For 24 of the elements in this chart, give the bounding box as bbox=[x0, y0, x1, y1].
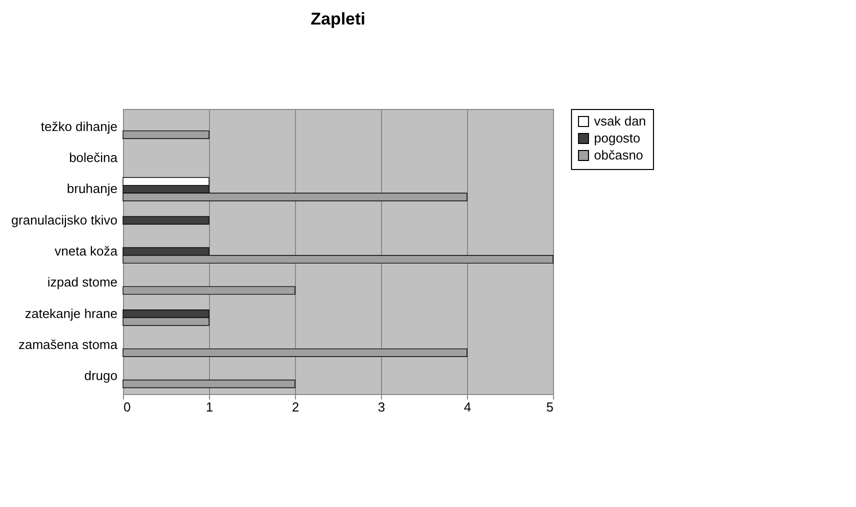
x-tick-label: 1 bbox=[206, 400, 214, 414]
bar bbox=[122, 286, 296, 295]
bar bbox=[122, 380, 296, 388]
legend-label: vsak dan bbox=[594, 114, 646, 128]
y-tick-label: vneta koža bbox=[54, 244, 118, 258]
x-tick-label: 2 bbox=[292, 400, 300, 414]
chart-title: Zapleti bbox=[310, 10, 366, 28]
y-tick-label: težko dihanje bbox=[40, 118, 118, 134]
bar bbox=[122, 348, 468, 357]
y-tick-label: drugo bbox=[84, 368, 118, 384]
x-tick-label: 0 bbox=[124, 400, 131, 414]
x-tick-label: 4 bbox=[464, 400, 472, 414]
x-tick-label: 5 bbox=[546, 400, 554, 414]
x-tick-label: 3 bbox=[378, 400, 386, 414]
y-tick-label: bruhanje bbox=[66, 181, 118, 196]
bar bbox=[122, 216, 210, 225]
y-tick-label: zatekanje hrane bbox=[24, 306, 118, 321]
legend-label: občasno bbox=[594, 148, 644, 162]
y-tick-label: izpad stome bbox=[47, 274, 118, 290]
legend-label: pogosto bbox=[594, 130, 640, 146]
y-tick-label: zamašena stoma bbox=[18, 336, 118, 352]
y-tick-label: bolečina bbox=[69, 150, 118, 166]
bar bbox=[122, 130, 210, 139]
y-tick-label: granulacijsko tkivo bbox=[11, 212, 118, 228]
